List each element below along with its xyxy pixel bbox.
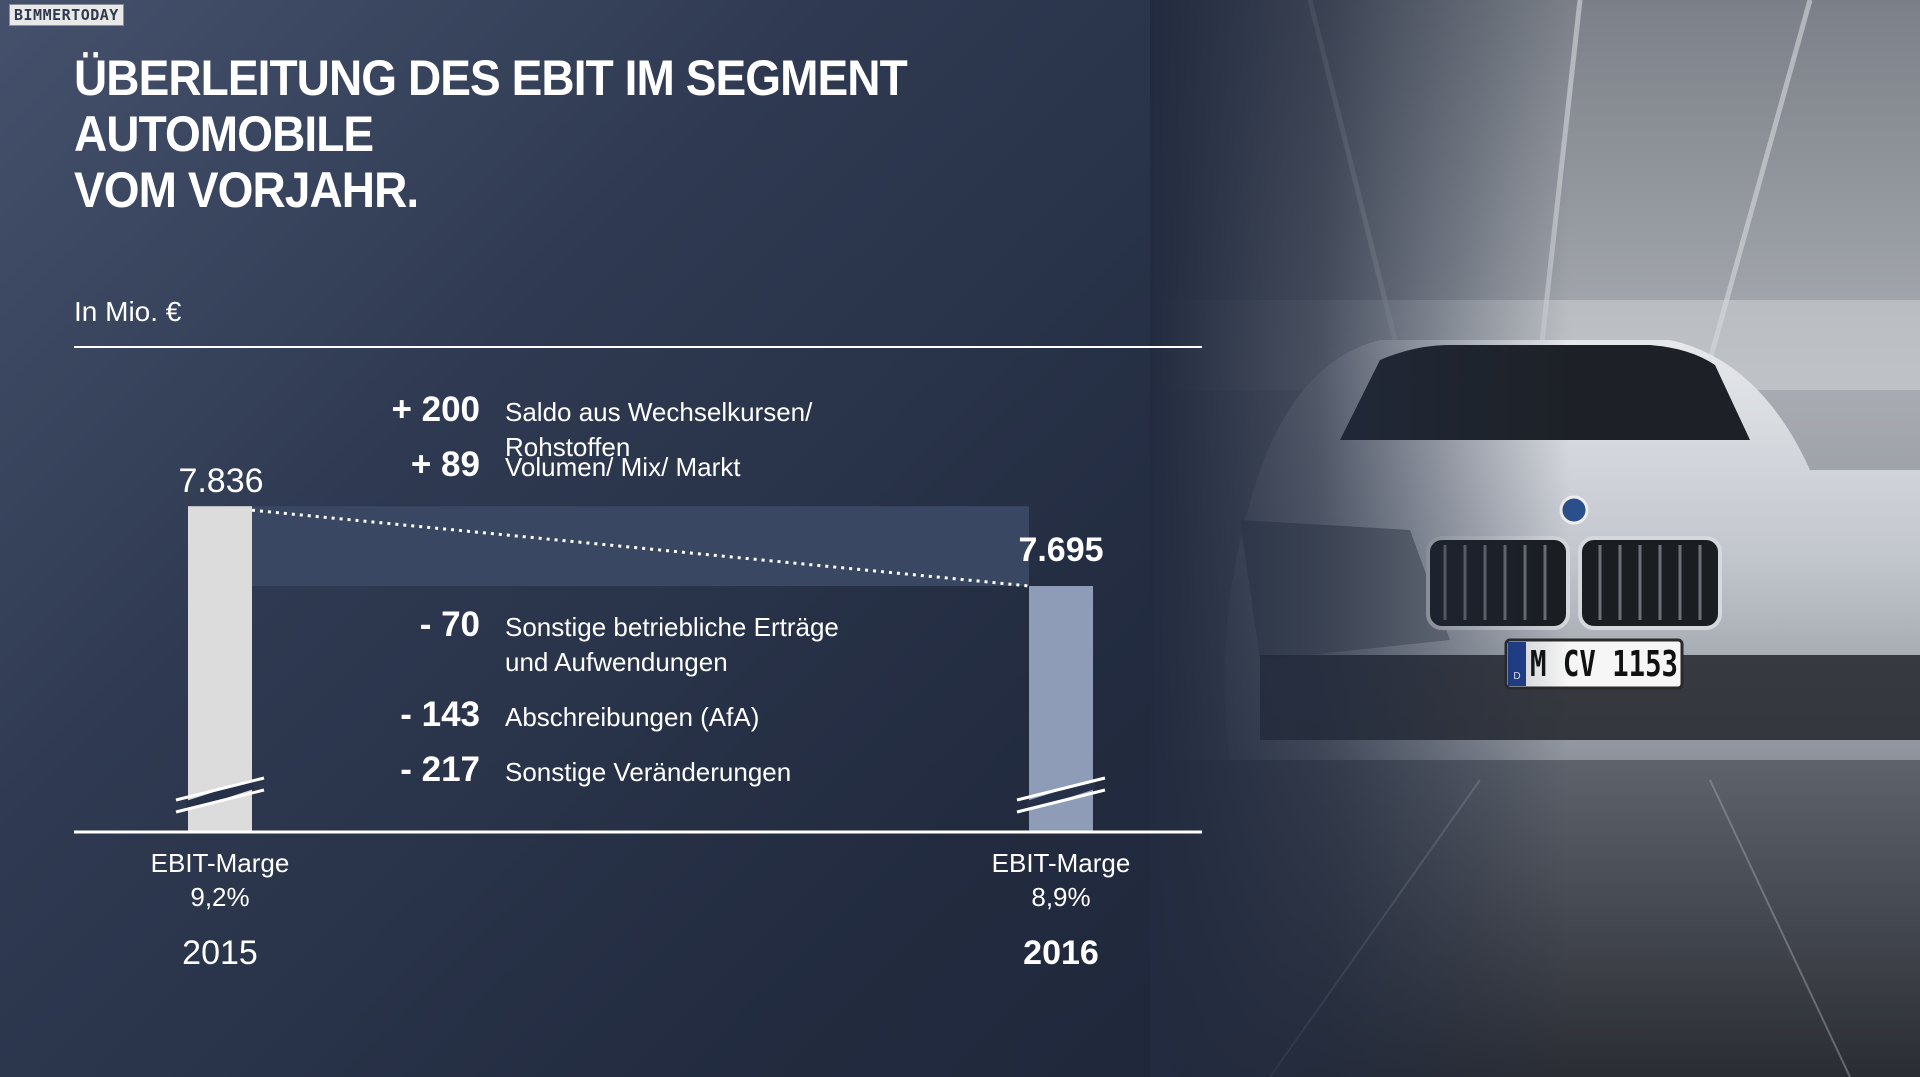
- margin-label-2015: EBIT-Marge 9,2%: [120, 846, 320, 914]
- delta-label: Volumen/ Mix/ Markt: [505, 452, 741, 482]
- axis-break-mark: [175, 776, 265, 802]
- bar-2015: [188, 506, 252, 832]
- axis-break-mark: [175, 788, 265, 814]
- axis-break-gap: [1027, 779, 1095, 811]
- title-line-1: ÜBERLEITUNG DES EBIT IM SEGMENT AUTOMOBI…: [74, 50, 908, 162]
- page-title: ÜBERLEITUNG DES EBIT IM SEGMENT AUTOMOBI…: [74, 50, 1132, 218]
- axis-break-gap: [186, 779, 254, 811]
- category-label-2015: 2015: [182, 934, 258, 972]
- delta-label: Abschreibungen (AfA): [505, 702, 760, 732]
- watermark-logo: BIMMERTODAY: [9, 4, 124, 26]
- title-line-2: VOM VORJAHR.: [74, 162, 419, 218]
- delta-value: - 70: [419, 605, 480, 644]
- margin-value: 9,2%: [190, 882, 250, 912]
- bar-value-2016: 7.695: [1018, 531, 1104, 569]
- delta-label: Saldo aus Wechselkursen/ Rohstoffen: [505, 397, 813, 462]
- delta-value: - 143: [400, 695, 480, 734]
- axis-break-mark: [1016, 776, 1106, 802]
- unit-label: In Mio. €: [74, 296, 182, 327]
- change-band-lower: [252, 506, 1029, 586]
- trend-dotted-line: [251, 508, 1030, 588]
- delta-label: Sonstige betriebliche Erträge und Aufwen…: [505, 612, 839, 677]
- delta-value: + 200: [391, 390, 480, 429]
- delta-label: Sonstige Veränderungen: [505, 757, 792, 787]
- category-label-2016: 2016: [1023, 934, 1099, 972]
- axis-break-mark: [1016, 788, 1106, 814]
- delta-value: - 217: [400, 750, 480, 789]
- margin-label-2016: EBIT-Marge 8,9%: [961, 846, 1161, 914]
- margin-title: EBIT-Marge: [991, 848, 1131, 878]
- margin-title: EBIT-Marge: [150, 848, 290, 878]
- margin-value: 8,9%: [1031, 882, 1091, 912]
- photo-gradient: [1150, 0, 1570, 1077]
- axis-break-marks: [175, 776, 1106, 814]
- delta-value: + 89: [410, 445, 480, 484]
- bar-value-2015: 7.836: [178, 462, 264, 500]
